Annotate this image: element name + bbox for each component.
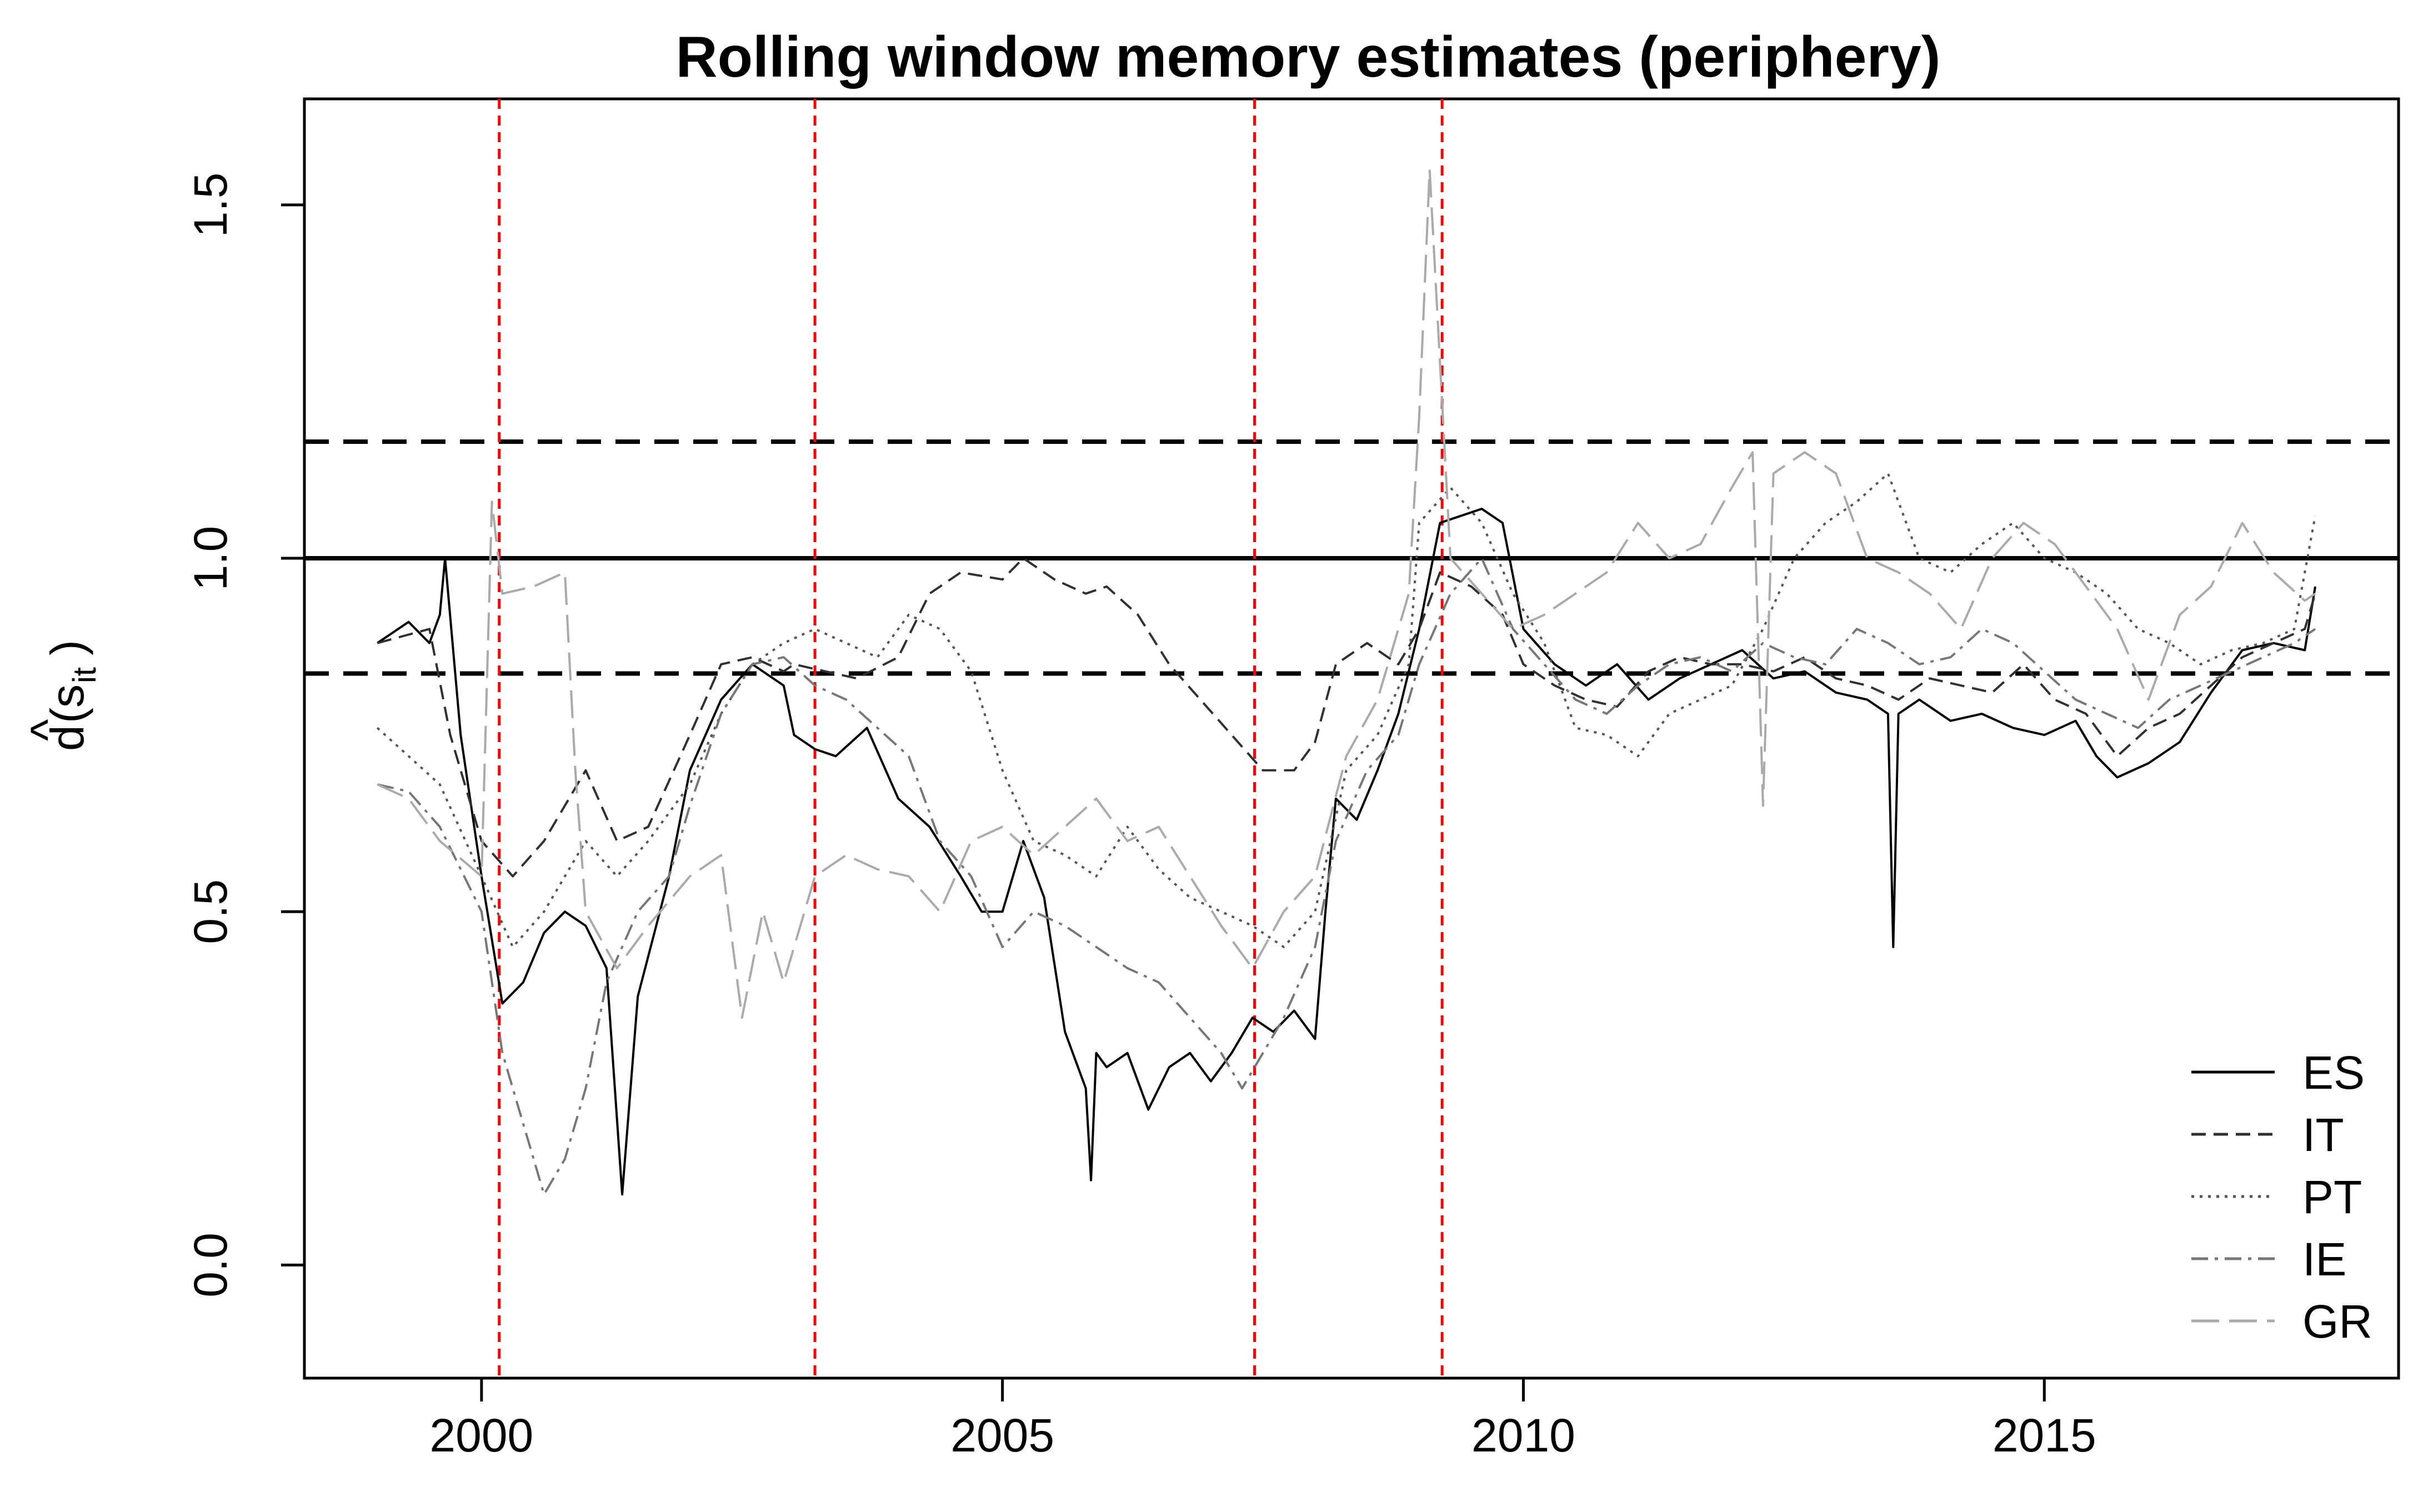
legend-label-es: ES bbox=[2302, 1047, 2365, 1099]
y-axis-label-hat: ^ bbox=[21, 719, 73, 741]
x-axis: 2000 2005 2010 2015 bbox=[429, 1376, 2096, 1461]
y-tick-label: 0.5 bbox=[184, 879, 237, 944]
series-gr bbox=[377, 168, 2316, 1019]
y-tick-label: 1.0 bbox=[184, 526, 237, 591]
legend-label-ie: IE bbox=[2302, 1233, 2346, 1285]
legend-label-pt: PT bbox=[2302, 1171, 2362, 1223]
x-tick-label: 2015 bbox=[1993, 1409, 2096, 1461]
series-it bbox=[377, 557, 2316, 878]
legend-label-it: IT bbox=[2302, 1109, 2344, 1161]
y-tick-label: 0.0 bbox=[184, 1233, 237, 1298]
series-layer bbox=[376, 168, 2316, 1196]
plot-frame bbox=[303, 97, 2400, 1380]
event-lines bbox=[498, 99, 1444, 1378]
series-ie bbox=[377, 557, 2316, 1196]
x-tick-label: 2010 bbox=[1471, 1409, 1575, 1461]
x-tick-label: 2005 bbox=[950, 1409, 1054, 1461]
legend: ES IT PT IE GR bbox=[2191, 1047, 2372, 1348]
y-tick-label: 1.5 bbox=[184, 172, 237, 237]
y-axis: 0.0 0.5 1.0 1.5 bbox=[184, 172, 304, 1298]
x-tick-label: 2000 bbox=[429, 1409, 533, 1461]
chart-title: Rolling window memory estimates (periphe… bbox=[676, 25, 1941, 89]
legend-label-gr: GR bbox=[2302, 1295, 2372, 1348]
y-axis-label-open: ( bbox=[41, 708, 93, 723]
y-axis-label-arg: s bbox=[41, 684, 93, 708]
y-axis-label: ^ d ( s it ) bbox=[21, 640, 103, 751]
y-axis-label-sub: it bbox=[67, 667, 103, 683]
y-axis-label-base: d bbox=[41, 725, 93, 751]
y-axis-label-close: ) bbox=[41, 640, 93, 655]
reference-lines bbox=[304, 439, 2399, 676]
series-es bbox=[377, 508, 2316, 1196]
